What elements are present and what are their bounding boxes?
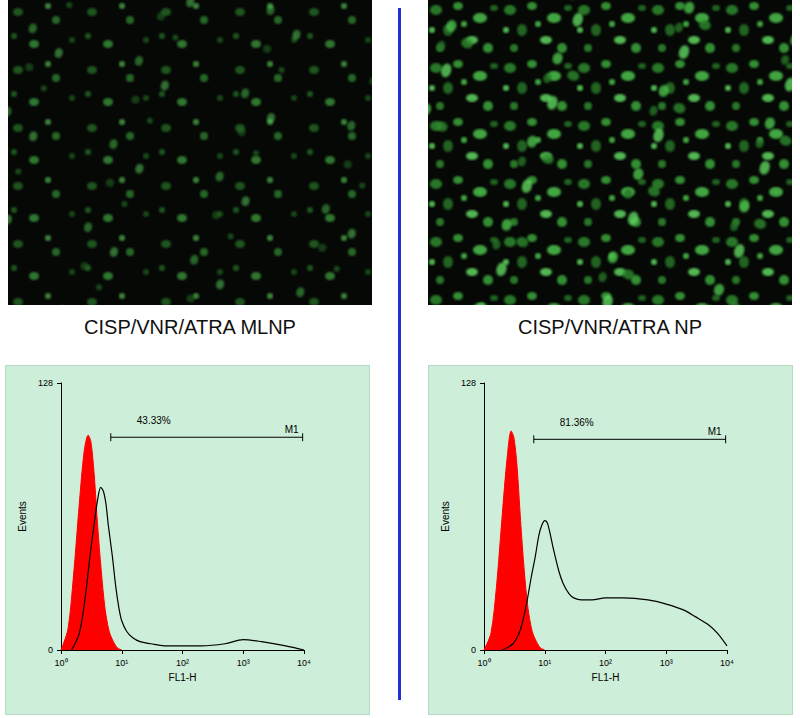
svg-text:Events: Events bbox=[17, 501, 28, 532]
svg-text:Events: Events bbox=[440, 501, 451, 532]
svg-text:10⁰: 10⁰ bbox=[477, 658, 490, 668]
svg-text:0: 0 bbox=[48, 645, 53, 655]
svg-text:10¹: 10¹ bbox=[115, 658, 128, 668]
svg-text:10¹: 10¹ bbox=[538, 658, 551, 668]
svg-text:10²: 10² bbox=[176, 658, 189, 668]
svg-text:128: 128 bbox=[461, 378, 476, 388]
svg-text:FL1-H: FL1-H bbox=[169, 672, 197, 683]
html-text:CISP/VNR/ATRA NP: CISP/VNR/ATRA NP bbox=[517, 316, 703, 338]
html-text:CISP/VNR/ATRA MLNP: CISP/VNR/ATRA MLNP bbox=[84, 316, 296, 338]
svg-text:M1: M1 bbox=[708, 426, 722, 437]
svg-text:10⁰: 10⁰ bbox=[54, 658, 67, 668]
svg-text:FL1-H: FL1-H bbox=[592, 672, 620, 683]
svg-text:10³: 10³ bbox=[237, 658, 250, 668]
svg-text:10⁴: 10⁴ bbox=[297, 658, 311, 668]
svg-text:10³: 10³ bbox=[660, 658, 673, 668]
svg-text:M1: M1 bbox=[285, 424, 299, 435]
svg-text:10²: 10² bbox=[599, 658, 612, 668]
svg-text:10⁴: 10⁴ bbox=[720, 658, 734, 668]
svg-text:128: 128 bbox=[38, 378, 53, 388]
svg-text:43.33%: 43.33% bbox=[137, 415, 171, 426]
svg-text:81.36%: 81.36% bbox=[560, 417, 594, 428]
svg-text:0: 0 bbox=[471, 645, 476, 655]
